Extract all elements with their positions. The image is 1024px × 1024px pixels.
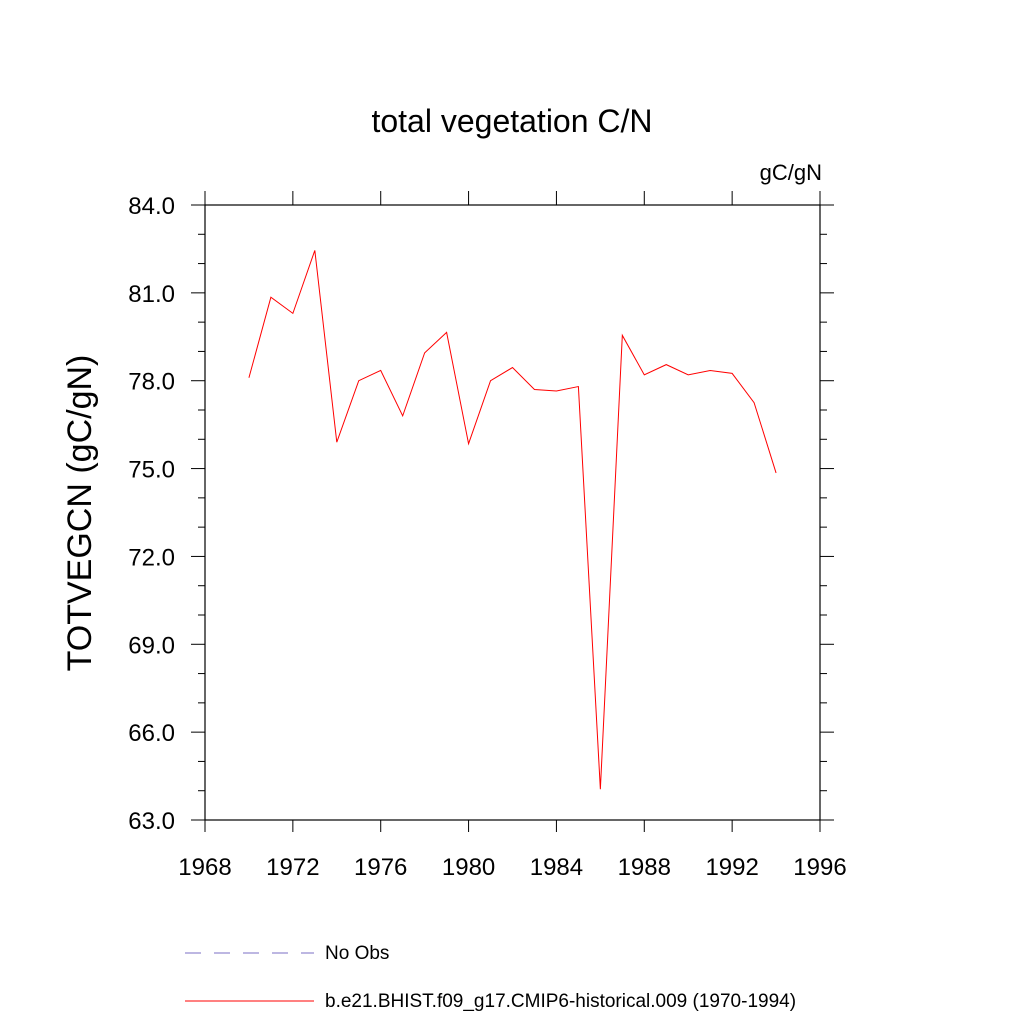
units-label: gC/gN: [760, 160, 822, 185]
y-tick-label: 69.0: [128, 632, 175, 659]
series-layer: [248, 250, 777, 790]
axis-ticks: [191, 191, 834, 832]
legend-entry-historical: b.e21.BHIST.f09_g17.CMIP6-historical.009…: [185, 991, 796, 1012]
legend-entry-no-obs: No Obs: [185, 943, 389, 964]
plot-frame: [204, 204, 821, 821]
x-tick-label: 1984: [530, 854, 583, 881]
series-line: [248, 250, 777, 790]
x-tick-label: 1992: [705, 854, 758, 881]
tick-labels: 1968 1972 1976 1980 1984 1988 1992 1996 63.0 66.0…: [128, 193, 846, 881]
x-tick-label: 1996: [793, 854, 846, 881]
legend-label-historical: b.e21.BHIST.f09_g17.CMIP6-historical.009…: [325, 991, 796, 1012]
y-tick-label: 81.0: [128, 281, 175, 308]
x-tick-label: 1976: [354, 854, 407, 881]
y-tick-label: 63.0: [128, 808, 175, 835]
y-tick-label: 78.0: [128, 369, 175, 396]
chart-title: total vegetation C/N: [371, 103, 652, 139]
legend-label-no-obs: No Obs: [325, 943, 389, 964]
y-tick-label: 72.0: [128, 544, 175, 571]
y-tick-label: 84.0: [128, 193, 175, 220]
y-tick-label: 66.0: [128, 720, 175, 747]
x-tick-label: 1980: [442, 854, 495, 881]
y-axis-label: TOTVEGCN (gC/gN): [61, 355, 99, 672]
x-tick-label: 1968: [178, 854, 231, 881]
x-tick-label: 1988: [618, 854, 671, 881]
legend: No Obs b.e21.BHIST.f09_g17.CMIP6-histori…: [185, 943, 796, 1012]
y-tick-label: 75.0: [128, 457, 175, 484]
x-tick-label: 1972: [266, 854, 319, 881]
